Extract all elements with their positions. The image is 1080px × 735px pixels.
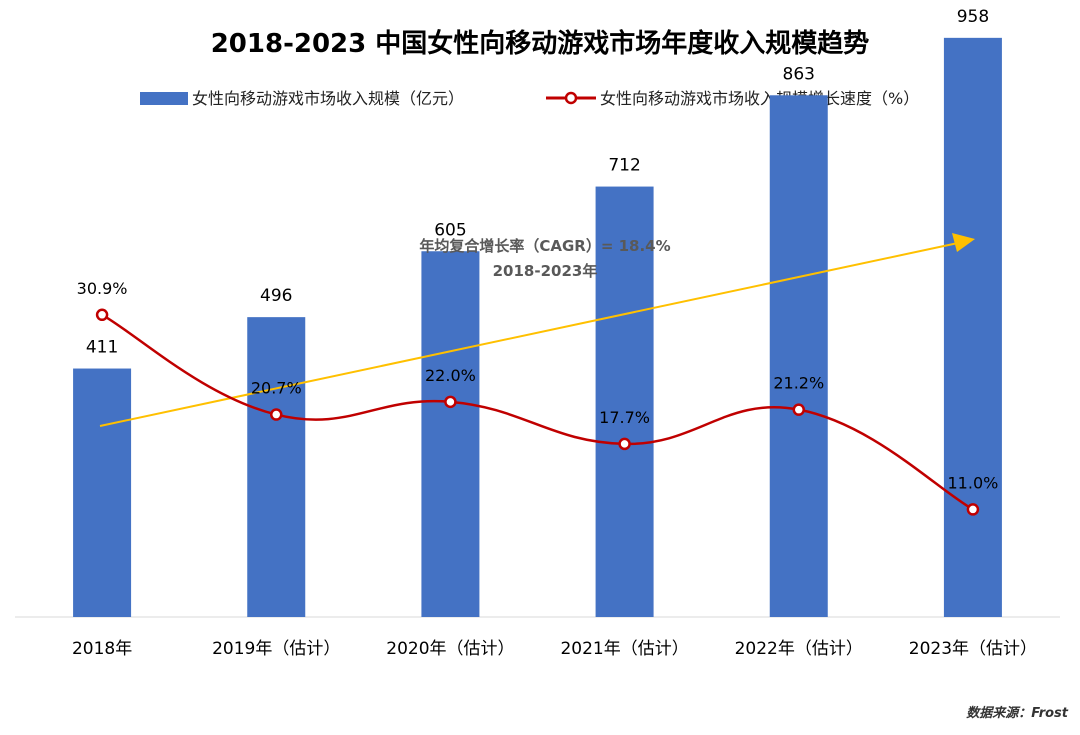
legend-bar-label: 女性向移动游戏市场收入规模（亿元） <box>192 89 464 108</box>
growth-value-label: 20.7% <box>251 379 302 398</box>
bar-value-label: 496 <box>260 286 292 306</box>
growth-value-label: 22.0% <box>425 366 476 385</box>
bar <box>73 368 132 617</box>
legend-line-marker <box>564 91 578 105</box>
x-tick-label: 2019年（估计） <box>212 639 340 659</box>
bar-value-label: 958 <box>957 7 989 27</box>
source-note: 数据来源：Frost <box>966 706 1068 721</box>
legend-line-label: 女性向移动游戏市场收入规模增长速度（%） <box>600 89 919 108</box>
legend: 女性向移动游戏市场收入规模（亿元） 女性向移动游戏市场收入规模增长速度（%） <box>140 89 919 108</box>
cagr-arrow <box>99 233 975 427</box>
bar <box>943 37 1002 617</box>
growth-rate-line <box>101 313 974 511</box>
cagr-annotation-line2: 2018-2023年 <box>493 262 598 280</box>
x-tick-label: 2020年（估计） <box>386 639 514 659</box>
bar <box>595 186 654 617</box>
x-tick-label: 2023年（估计） <box>909 639 1037 659</box>
cagr-arrow-head <box>952 233 975 252</box>
growth-point <box>270 408 283 421</box>
growth-value-label: 11.0% <box>948 473 999 492</box>
bar <box>247 317 306 617</box>
growth-point <box>95 308 109 322</box>
cagr-annotation-line1: 年均复合增长率（CAGR）= 18.4% <box>419 237 670 255</box>
growth-point <box>444 395 457 409</box>
growth-point <box>966 503 980 516</box>
bar-value-label: 411 <box>86 338 118 358</box>
legend-bar-swatch <box>140 92 188 105</box>
bar-value-label: 605 <box>434 220 466 240</box>
growth-value-label: 30.9% <box>77 279 128 298</box>
growth-point <box>792 403 805 416</box>
x-tick-label: 2022年（估计） <box>735 639 863 659</box>
x-tick-label: 2021年（估计） <box>560 639 688 659</box>
bar <box>421 251 480 617</box>
bar <box>769 95 828 617</box>
cagr-arrow-line <box>99 242 959 427</box>
growth-point <box>618 437 631 451</box>
bar-value-label: 863 <box>783 64 815 84</box>
bar-value-label: 712 <box>608 156 640 176</box>
growth-value-label: 17.7% <box>599 408 650 427</box>
chart-title: 2018-2023 中国女性向移动游戏市场年度收入规模趋势 <box>211 28 870 59</box>
growth-value-label: 21.2% <box>773 374 824 393</box>
x-tick-label: 2018年 <box>72 639 132 659</box>
